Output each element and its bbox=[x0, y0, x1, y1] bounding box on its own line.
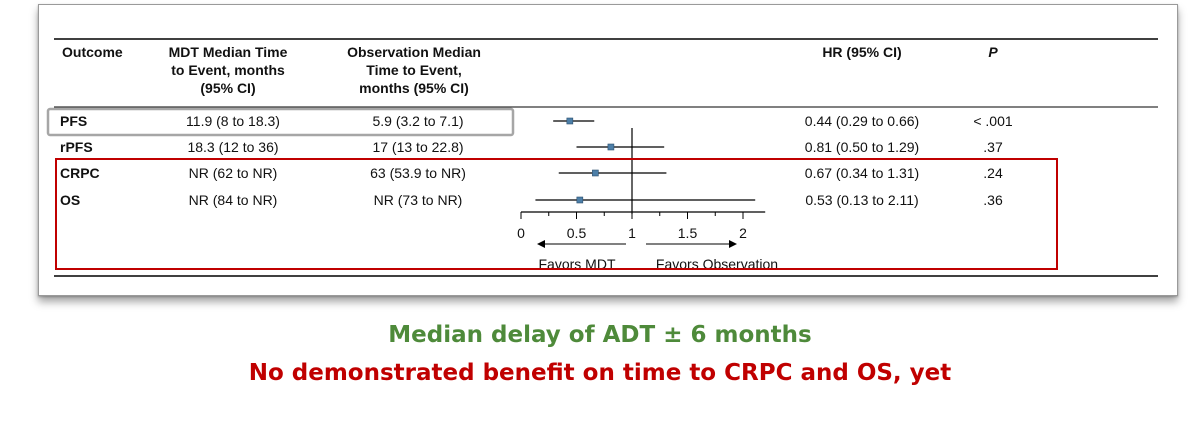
header-outcome: Outcome bbox=[62, 44, 123, 60]
row-outcome-rpfs: rPFS bbox=[60, 139, 93, 155]
header-mdt-median: (95% CI) bbox=[200, 80, 255, 96]
header-obs-median: months (95% CI) bbox=[359, 80, 469, 96]
hr-marker-rpfs bbox=[607, 143, 615, 151]
header-mdt-median: to Event, months bbox=[171, 62, 285, 78]
caption-median-delay: Median delay of ADT ± 6 months bbox=[388, 322, 812, 348]
row-outcome-os: OS bbox=[60, 192, 80, 208]
row-p-value: .37 bbox=[983, 139, 1003, 155]
row-mdt-ci: NR (62 to NR) bbox=[189, 165, 278, 181]
row-p-value: .36 bbox=[983, 192, 1003, 208]
header-obs-median: Observation Median bbox=[347, 44, 481, 60]
row-hr-ci: 0.81 (0.50 to 1.29) bbox=[805, 139, 919, 155]
x-tick-label: 0 bbox=[517, 225, 525, 241]
row-obs-ci: NR (73 to NR) bbox=[374, 192, 463, 208]
hr-marker-os bbox=[576, 196, 584, 204]
row-p-value: .24 bbox=[983, 165, 1003, 181]
arrow-right-head bbox=[729, 240, 737, 248]
row-obs-ci: 5.9 (3.2 to 7.1) bbox=[372, 113, 463, 129]
x-tick-label: 1.5 bbox=[678, 225, 698, 241]
highlight-box-pfs bbox=[46, 107, 515, 137]
row-mdt-ci: 18.3 (12 to 36) bbox=[187, 139, 278, 155]
row-obs-ci: 63 (53.9 to NR) bbox=[370, 165, 466, 181]
row-obs-ci: 17 (13 to 22.8) bbox=[372, 139, 463, 155]
arrow-left-head bbox=[537, 240, 545, 248]
row-hr-ci: 0.44 (0.29 to 0.66) bbox=[805, 113, 919, 129]
header-hr: HR (95% CI) bbox=[822, 44, 901, 60]
hr-marker-pfs bbox=[566, 117, 574, 125]
header-obs-median: Time to Event, bbox=[366, 62, 461, 78]
highlight-box-crpc-os bbox=[55, 158, 1058, 270]
x-tick-label: 2 bbox=[739, 225, 747, 241]
caption-no-benefit: No demonstrated benefit on time to CRPC … bbox=[248, 360, 952, 386]
row-mdt-ci: 11.9 (8 to 18.3) bbox=[186, 113, 280, 129]
row-hr-ci: 0.53 (0.13 to 2.11) bbox=[805, 192, 918, 208]
row-outcome-pfs: PFS bbox=[60, 113, 87, 129]
forest-plot-svg: Outcome MDT Median Time to Event, months (9… bbox=[46, 38, 1158, 277]
x-tick-label: 0.5 bbox=[567, 225, 587, 241]
row-mdt-ci: NR (84 to NR) bbox=[189, 192, 278, 208]
row-p-value: < .001 bbox=[973, 113, 1013, 129]
header-p: P bbox=[988, 44, 998, 60]
header-mdt-median: MDT Median Time bbox=[169, 44, 288, 60]
row-outcome-crpc: CRPC bbox=[60, 165, 100, 181]
hr-marker-crpc bbox=[592, 169, 599, 177]
row-hr-ci: 0.67 (0.34 to 1.31) bbox=[805, 165, 919, 181]
x-tick-label: 1 bbox=[628, 225, 636, 241]
